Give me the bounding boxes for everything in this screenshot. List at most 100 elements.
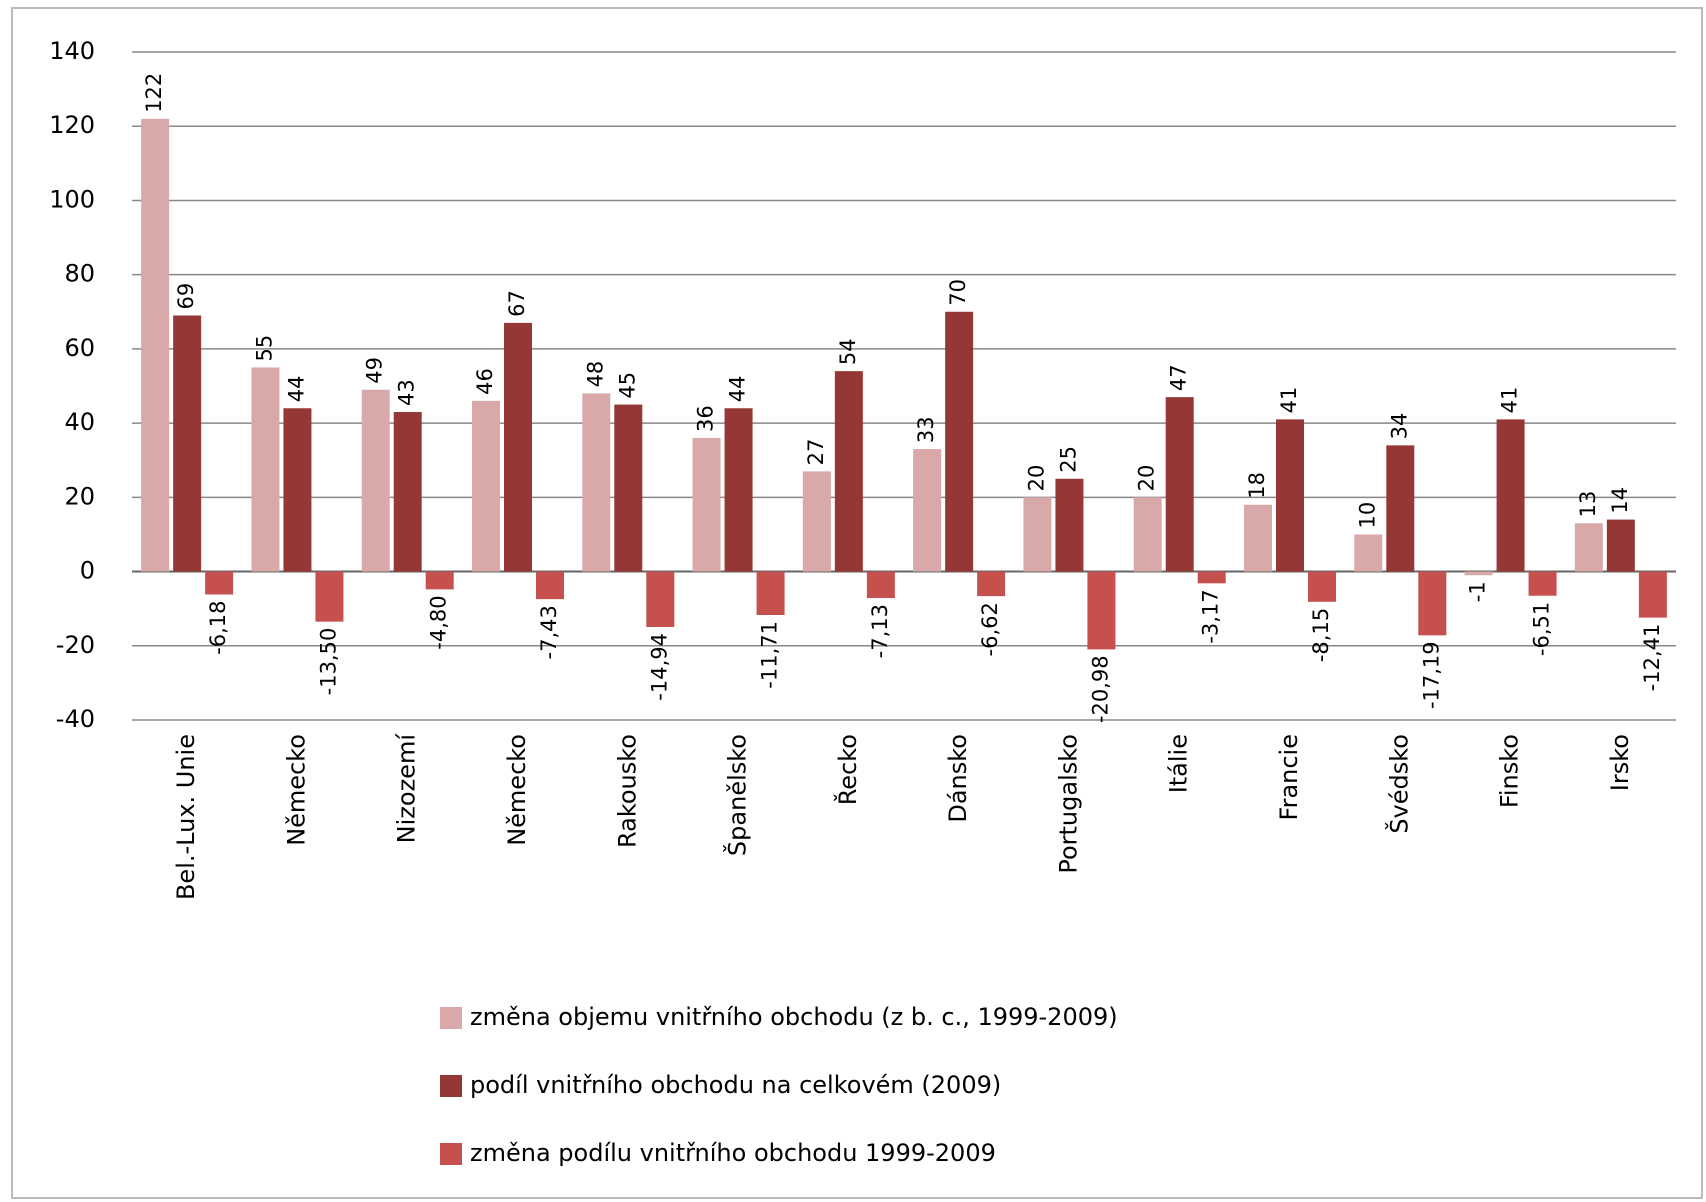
data-label: 45: [615, 372, 639, 399]
bar: [1386, 445, 1415, 572]
x-tick-label: Portugalsko: [1054, 734, 1082, 874]
legend-label: změna objemu vnitřního obchodu (z b. c.,…: [470, 1003, 1118, 1031]
bar: [1574, 523, 1603, 572]
data-label: 20: [1135, 465, 1159, 492]
data-label: 46: [473, 368, 497, 395]
bar: [1464, 571, 1493, 576]
data-label: -6,51: [1530, 602, 1554, 656]
legend-swatch: [440, 1075, 462, 1097]
data-label: 49: [363, 357, 387, 384]
data-label: -1: [1466, 581, 1490, 602]
y-tick-label: 120: [49, 111, 95, 139]
data-label: 18: [1245, 472, 1269, 499]
bar: [1023, 497, 1052, 572]
data-label: -12,41: [1640, 624, 1664, 692]
x-tick-label: Finsko: [1496, 734, 1524, 808]
bar: [1165, 397, 1194, 572]
bar: [504, 322, 532, 572]
x-tick-label: Španělsko: [722, 734, 752, 856]
data-label: 36: [694, 405, 718, 432]
data-label: 20: [1024, 465, 1048, 492]
data-label: -13,50: [316, 628, 340, 696]
x-tick-label: Rakousko: [613, 734, 641, 848]
data-label: -7,43: [537, 605, 561, 659]
x-tick-label: Nizozemí: [393, 733, 421, 844]
data-label: -14,94: [647, 633, 671, 701]
bar: [724, 408, 753, 572]
data-label: 122: [142, 73, 166, 113]
y-tick-label: -20: [56, 631, 95, 659]
data-label: 10: [1355, 502, 1379, 529]
data-label: 48: [583, 361, 607, 388]
x-tick-label: Německo: [503, 734, 531, 846]
data-label: -4,80: [427, 595, 451, 649]
data-label: 25: [1056, 446, 1080, 473]
data-label: 14: [1608, 487, 1632, 514]
bar: [1606, 519, 1635, 572]
bar: [913, 449, 942, 572]
data-label: 33: [914, 416, 938, 443]
x-tick-label: Irsko: [1606, 734, 1634, 791]
y-tick-label: 0: [80, 557, 95, 585]
x-tick-label: Švédsko: [1383, 734, 1413, 834]
bar: [1197, 571, 1226, 584]
data-label: -11,71: [758, 621, 782, 689]
data-label: 55: [252, 335, 276, 362]
bar: [1638, 571, 1667, 618]
bar: [1276, 419, 1304, 572]
bar: [283, 408, 312, 572]
data-label: -6,18: [206, 600, 230, 654]
data-label: -20,98: [1088, 655, 1112, 723]
y-tick-label: 80: [64, 260, 95, 288]
data-label: 43: [395, 379, 419, 406]
x-tick-label: Německo: [282, 734, 310, 846]
bar: [834, 371, 863, 572]
bar: [1496, 419, 1525, 572]
y-tick-label: 20: [64, 482, 95, 510]
bar: [1354, 534, 1383, 572]
data-label: 44: [284, 376, 308, 403]
data-label: 34: [1387, 413, 1411, 440]
data-label: -3,17: [1199, 589, 1223, 643]
bar: [1308, 571, 1336, 602]
x-tick-label: Francie: [1275, 734, 1303, 820]
bar: [393, 411, 422, 572]
bar: [1528, 571, 1557, 596]
y-tick-label: 100: [49, 185, 95, 213]
bar: [1418, 571, 1447, 636]
legend-label: změna podílu vnitřního obchodu 1999-2009: [470, 1139, 996, 1167]
bar: [173, 315, 202, 572]
bar: [802, 471, 831, 572]
bar: [756, 571, 785, 616]
bar: [251, 367, 280, 572]
y-tick-label: 140: [49, 37, 95, 65]
x-tick-label: Dánsko: [944, 734, 972, 823]
data-label: 70: [946, 279, 970, 306]
bar: [1087, 571, 1116, 650]
y-tick-label: 40: [64, 408, 95, 436]
legend-swatch: [440, 1007, 462, 1029]
bar: [315, 571, 344, 622]
bar: [945, 311, 974, 572]
data-label: 13: [1576, 491, 1600, 518]
y-tick-label: 60: [64, 334, 95, 362]
data-label: 44: [726, 376, 750, 403]
bar: [472, 400, 500, 572]
x-tick-label: Itálie: [1165, 734, 1193, 793]
bar: [361, 389, 390, 572]
bar: [1244, 504, 1272, 572]
data-label: 67: [505, 290, 529, 317]
bar: [582, 393, 611, 572]
bar: [1133, 497, 1162, 572]
data-label: -7,13: [868, 604, 892, 658]
data-label: 41: [1498, 387, 1522, 414]
bar: [866, 571, 895, 599]
data-label: -8,15: [1309, 608, 1333, 662]
data-label: -17,19: [1419, 641, 1443, 709]
data-label: -6,62: [978, 602, 1002, 656]
data-label: 69: [174, 283, 198, 310]
bar: [977, 571, 1006, 597]
bar: [692, 437, 721, 572]
data-label: 41: [1277, 387, 1301, 414]
x-tick-label: Řecko: [833, 734, 862, 805]
